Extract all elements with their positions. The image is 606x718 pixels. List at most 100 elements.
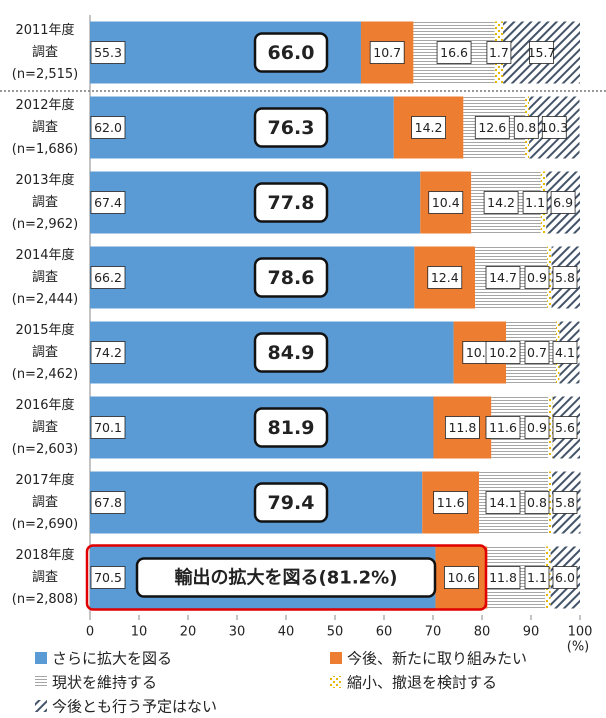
legend-swatch (330, 676, 342, 688)
label-box (485, 491, 521, 514)
label-box (90, 566, 126, 589)
highlight-frame (85, 544, 488, 611)
label-box (552, 416, 578, 439)
y-tick-label: 調査 (32, 345, 58, 360)
label-box (90, 341, 126, 364)
y-tick-label: 2012年度 (15, 97, 74, 113)
x-tick-label: 0 (86, 625, 94, 640)
label-box (552, 266, 578, 289)
y-tick-label: 調査 (32, 45, 58, 60)
y-tick-label: 2011年度 (15, 22, 74, 38)
x-tick-label: 50 (327, 625, 344, 640)
value-label: 4.1 (555, 345, 575, 360)
legend-label: 今後とも行う予定はない (52, 698, 217, 716)
y-tick-label: 2015年度 (15, 322, 74, 338)
label-box (552, 491, 578, 514)
bar-segment (548, 396, 553, 459)
y-tick-label: (n=2,603) (12, 442, 79, 457)
value-label: 11.8 (489, 570, 517, 585)
value-label: 14.1 (489, 495, 517, 510)
value-label: 14.7 (489, 270, 517, 285)
total-label: 84.9 (268, 342, 315, 364)
legend-label: さらに拡大を図る (52, 650, 172, 668)
y-tick-label: 2014年度 (15, 247, 74, 263)
y-tick-label: 調査 (32, 195, 58, 210)
value-label: 14.2 (415, 120, 443, 135)
label-box (90, 41, 126, 64)
label-box (529, 41, 554, 64)
y-tick-label: (n=2,462) (12, 367, 79, 382)
y-tick-label: (n=2,690) (12, 517, 79, 532)
value-label: 5.6 (555, 420, 575, 435)
value-label: 1.1 (525, 195, 545, 210)
total-box (253, 482, 329, 523)
value-label: 12.4 (431, 270, 459, 285)
value-label: 67.8 (94, 495, 122, 510)
label-box (436, 41, 472, 64)
x-axis-label: (%) (567, 640, 590, 655)
value-label: 74.2 (94, 345, 122, 360)
value-label: 0.9 (527, 270, 547, 285)
value-label: 55.3 (94, 45, 122, 60)
value-label: 5.8 (555, 270, 575, 285)
value-label: 10.7 (373, 45, 401, 60)
y-tick-label: 調査 (32, 270, 58, 285)
value-label: 0.8 (516, 120, 536, 135)
y-tick-label: 2017年度 (15, 472, 74, 488)
legend-swatch (330, 652, 342, 664)
y-tick-label: 2016年度 (15, 397, 74, 413)
total-box (253, 407, 329, 448)
y-tick-label: (n=2,808) (12, 592, 79, 607)
value-label: 11.6 (489, 420, 517, 435)
label-box (524, 566, 550, 589)
value-label: 15.7 (528, 45, 556, 60)
x-tick-label: 60 (376, 625, 393, 640)
highlight-label: 輸出の拡大を図る(81.2%) (175, 567, 398, 589)
legend-label: 縮小、撤退を検討する (347, 674, 497, 692)
x-tick-label: 100 (568, 625, 593, 640)
label-box (444, 416, 480, 439)
x-tick-label: 10 (131, 625, 148, 640)
legend-swatch (35, 676, 47, 688)
y-tick-label: (n=2,962) (12, 217, 79, 232)
total-label: 76.3 (268, 117, 315, 139)
label-box (433, 491, 469, 514)
value-label: 10.6 (447, 570, 475, 585)
bar-segment (90, 96, 394, 159)
label-box (369, 41, 405, 64)
value-label: 1.7 (489, 45, 509, 60)
value-label: 0.7 (527, 345, 547, 360)
label-box (90, 491, 126, 514)
value-label: 10.4 (432, 195, 460, 210)
label-box (474, 116, 510, 139)
label-box (485, 341, 521, 364)
x-tick-label: 80 (474, 625, 491, 640)
value-label: 14.2 (487, 195, 515, 210)
label-box (524, 266, 550, 289)
legend-swatch (35, 652, 47, 664)
bar-segment (90, 246, 415, 309)
label-box (541, 116, 567, 139)
legend-swatch (35, 700, 47, 712)
value-label: 6.0 (555, 570, 575, 585)
y-tick-label: 調査 (32, 495, 58, 510)
label-box (444, 566, 479, 589)
value-label: 70.5 (94, 570, 122, 585)
y-tick-label: (n=1,686) (12, 142, 79, 157)
x-tick-label: 70 (425, 625, 442, 640)
total-label: 66.0 (268, 42, 315, 64)
x-tick-label: 90 (523, 625, 540, 640)
label-box (552, 341, 578, 364)
value-label: 70.1 (94, 420, 122, 435)
label-box (411, 116, 446, 139)
value-label: 0.8 (527, 495, 547, 510)
value-label: 12.6 (478, 120, 506, 135)
x-tick-label: 30 (229, 625, 246, 640)
highlight-box (135, 557, 437, 598)
value-label: 5.8 (555, 495, 575, 510)
label-box (90, 191, 126, 214)
value-label: 10.3 (540, 120, 568, 135)
label-box (483, 191, 519, 214)
y-tick-label: (n=2,444) (12, 292, 79, 307)
total-label: 77.8 (268, 192, 315, 214)
